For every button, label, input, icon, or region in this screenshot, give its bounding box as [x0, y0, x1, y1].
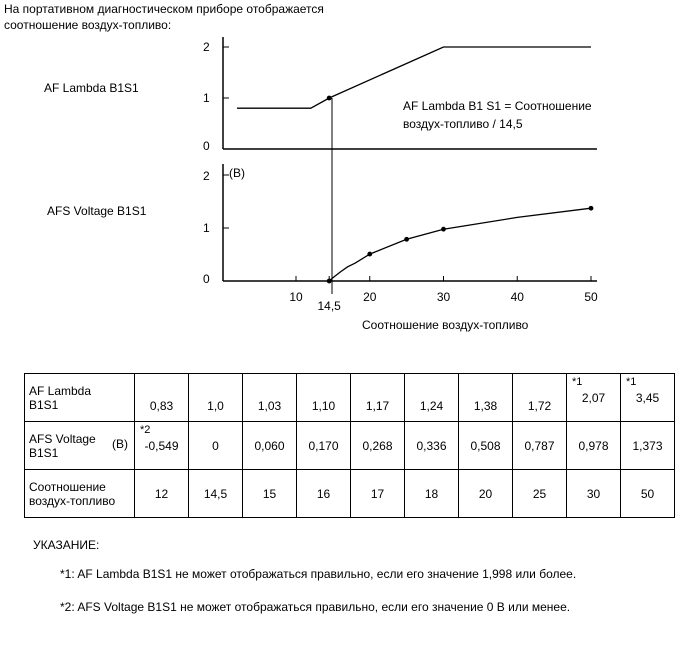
row-unit-label: (В) [112, 437, 128, 451]
footnote-marker: *1 [572, 376, 583, 388]
notes-title: УКАЗАНИЕ: [33, 538, 100, 552]
table-cell: 0,83 [149, 399, 174, 413]
bottom-y-tick-label-0: 0 [203, 272, 210, 286]
table-cell: 0,336 [416, 439, 447, 453]
table-cell: 1,24 [419, 399, 444, 413]
top-series [237, 46, 591, 109]
row-header-air-fuel-ratio: Соотношение воздух-топливо [24, 469, 135, 518]
x-tick-label: 30 [437, 290, 451, 304]
afs-voltage-point [404, 236, 410, 242]
table-cell: 0,508 [470, 439, 501, 453]
x-tick-label: 20 [363, 290, 377, 304]
top-chart-label: AF Lambda B1S1 [44, 81, 139, 95]
x-tick-label: 40 [511, 290, 525, 304]
table-cell: 50 [640, 487, 655, 501]
table-cell: 0,978 [578, 439, 609, 453]
top-y-tick-label-0: 0 [203, 139, 210, 153]
afs-voltage-point [367, 251, 373, 257]
table-row: AFS Voltage B1S1 (В) *2 -0,549 0 0,060 0… [24, 421, 675, 470]
table-cell: 12 [154, 487, 169, 501]
row-header-af-lambda: AF Lambda B1S1 [24, 373, 135, 422]
table-cell: 0,268 [362, 439, 393, 453]
table-cell: 16 [316, 487, 331, 501]
table-cell: 14,5 [203, 487, 228, 501]
intro-text: На портативном диагностическом приборе о… [4, 1, 404, 33]
bottom-y-tick-label-2: 2 [203, 169, 210, 183]
table-cell: 20 [478, 487, 493, 501]
table-cell: 18 [424, 487, 439, 501]
x-axis-ticks: 10 14,5 20 30 40 50 [289, 276, 598, 313]
bottom-y-tick-label-1: 1 [203, 221, 210, 235]
footnote-marker: *1 [626, 376, 637, 388]
intro-line-2: соотношение воздух-топливо: [4, 18, 172, 32]
afs-voltage-point [588, 205, 594, 211]
top-y-tick-label-2: 2 [203, 40, 210, 54]
top-y-tick-label-1: 1 [203, 91, 210, 105]
row-header-afs-voltage: AFS Voltage B1S1 (В) [24, 421, 135, 470]
x-tick-label: 14,5 [318, 299, 342, 313]
x-axis-title: Соотношение воздух-топливо [362, 318, 529, 332]
table-row: AF Lambda B1S1 0,83 1,0 1,03 1,10 1,17 1… [24, 373, 675, 422]
bottom-unit-label: (В) [229, 166, 245, 180]
chart: 2 1 0 AF Lambda B1 S1 = Соотношение возд… [203, 37, 598, 332]
af-lambda-point [326, 95, 332, 101]
table-cell: 0 [212, 439, 219, 453]
table-cell: 25 [532, 487, 547, 501]
intro-line-1: На портативном диагностическом приборе о… [4, 2, 324, 16]
table-cell: 17 [370, 487, 385, 501]
top-annotation-line-1: AF Lambda B1 S1 = Соотношение [403, 99, 592, 113]
table-cell: 1,373 [632, 439, 663, 453]
x-tick-label: 10 [289, 290, 303, 304]
afs-voltage-point [441, 226, 446, 232]
table-cell: 1,38 [473, 399, 498, 413]
note-1: *1: AF Lambda B1S1 не может отображаться… [60, 567, 577, 581]
table-cell: 0,060 [254, 439, 285, 453]
table-row: Соотношение воздух-топливо 12 14,5 15 16… [24, 469, 675, 518]
bottom-chart-label: AFS Voltage B1S1 [47, 204, 147, 218]
afs-voltage-curve [328, 207, 592, 282]
table-cell: 3,45 [635, 391, 660, 405]
bottom-series [326, 205, 594, 284]
table-cell: 15 [262, 487, 277, 501]
footnote-marker: *2 [140, 424, 151, 436]
note-2: *2: AFS Voltage B1S1 не может отображать… [60, 600, 571, 614]
table-cell: 0,787 [524, 439, 555, 453]
table-cell: -0,549 [144, 439, 179, 453]
data-table: AF Lambda B1S1 0,83 1,0 1,03 1,10 1,17 1… [24, 373, 675, 518]
top-annotation-line-2: воздух-топливо / 14,5 [403, 117, 523, 131]
table-cell: 2,07 [581, 391, 606, 405]
table-cell: 1,03 [257, 399, 282, 413]
table-cell: 0,170 [308, 439, 339, 453]
table-cell: 30 [586, 487, 601, 501]
table-cell: 1,72 [527, 399, 552, 413]
table-cell: 1,17 [365, 399, 390, 413]
table-cell: 1,10 [311, 399, 336, 413]
table-cell: 1,0 [207, 399, 224, 413]
x-tick-label: 50 [584, 290, 598, 304]
